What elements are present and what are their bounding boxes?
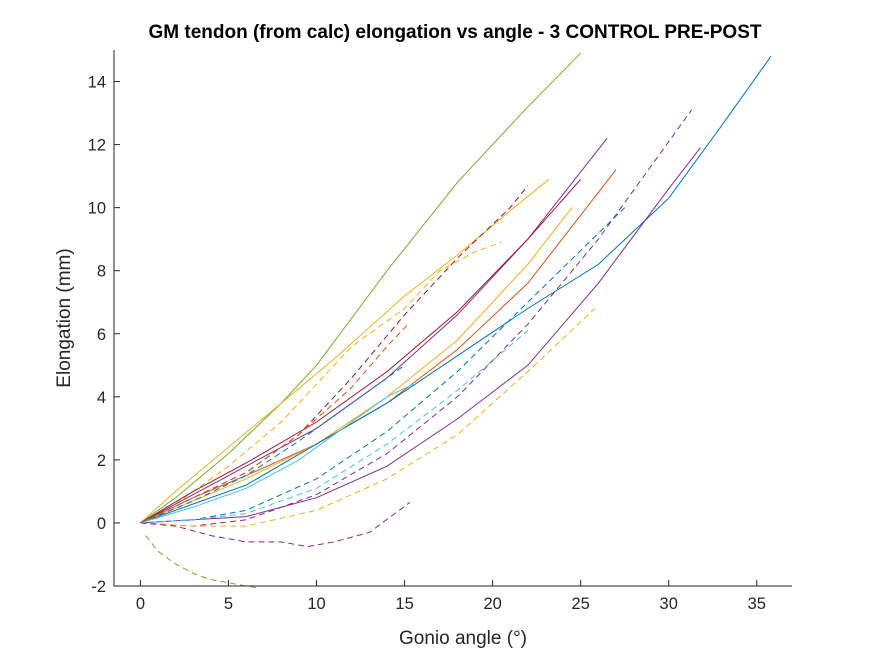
y-tick-label: 0 [97,515,106,533]
x-tick-label: 0 [136,595,145,613]
x-axis-ticks: 0 5 10 15 20 25 30 35 [136,580,766,613]
series-line-7 [140,207,573,524]
y-tick-label: 12 [88,137,106,155]
series-group [140,52,772,589]
y-tick-label: 14 [88,74,106,92]
series-line-9 [140,147,701,524]
x-tick-label: 5 [224,595,233,613]
x-tick-label: 15 [395,595,413,613]
series-line-13 [140,330,529,524]
x-axis-label: Gonio angle (°) [399,628,527,649]
series-line-2 [140,178,550,524]
y-tick-label: 10 [88,200,106,218]
chart-title: GM tendon (from calc) elongation vs angl… [149,22,762,43]
plot-area: 0 5 10 15 20 25 30 35 -2 0 2 4 6 8 10 12 14 [88,50,792,613]
x-tick-label: 20 [483,595,501,613]
series-line-8 [140,56,772,524]
series-line-19 [140,323,409,524]
y-tick-label: 4 [97,389,106,407]
series-line-5 [140,178,582,524]
series-line-18 [140,383,414,524]
y-tick-label: 6 [97,326,106,344]
series-line-14 [140,501,411,548]
series-line-1 [140,52,582,524]
y-axis-label: Elongation (mm) [54,248,75,387]
x-tick-label: 25 [571,595,589,613]
series-line-12 [140,308,596,527]
series-line-15 [145,535,257,589]
y-tick-label: 2 [97,452,106,470]
x-tick-label: 10 [307,595,325,613]
series-line-10 [140,109,693,527]
y-tick-label: -2 [91,578,106,596]
x-tick-label: 35 [748,595,766,613]
y-axis-ticks: -2 0 2 4 6 8 10 12 14 [88,74,120,596]
x-tick-label: 30 [660,595,678,613]
y-tick-label: 8 [97,263,106,281]
series-line-11 [140,207,626,524]
